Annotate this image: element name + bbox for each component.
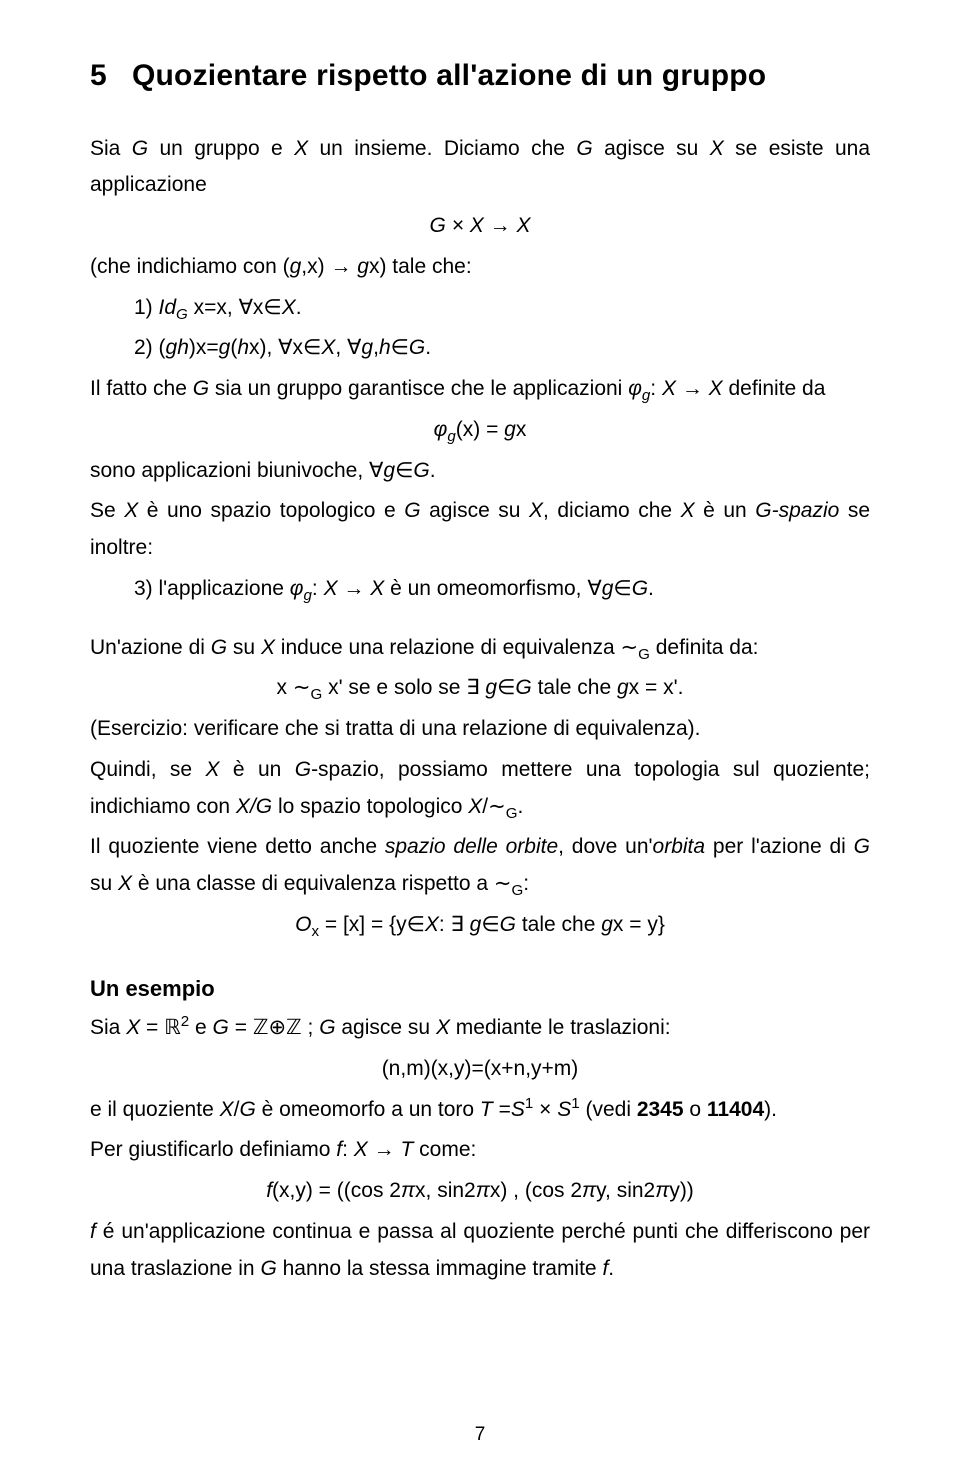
para-quindi: Quindi, se X è un G-spazio, possiamo met…	[90, 752, 870, 826]
page-number: 7	[475, 1418, 486, 1451]
item-1: 1) IdG x=x, ∀x∈X.	[90, 290, 870, 327]
para-indication: (che indichiamo con (g,x) → gx) tale che…	[90, 249, 870, 286]
para-biunivoche: sono applicazioni biunivoche, ∀g∈G.	[90, 453, 870, 490]
para-orbite: Il quoziente viene detto anche spazio de…	[90, 829, 870, 903]
para-garantisce: Il fatto che G sia un gruppo garantisce …	[90, 371, 870, 408]
example-formula1: (n,m)(x,y)=(x+n,y+m)	[90, 1051, 870, 1088]
example-heading: Un esempio	[90, 970, 870, 1009]
formula-equiv: x ∼G x' se e solo se ∃ g∈G tale che gx =…	[90, 670, 870, 707]
item-2: 2) (gh)x=g(hx), ∀x∈X, ∀g,h∈G.	[90, 330, 870, 367]
formula-orbita: Ox = [x] = {y∈X: ∃ g∈G tale che gx = y}	[90, 907, 870, 944]
para-intro: Sia G un gruppo e X un insieme. Diciamo …	[90, 131, 870, 205]
example-line3: Per giustificarlo definiamo f: X → T com…	[90, 1132, 870, 1169]
example-line4: f é un'applicazione continua e passa al …	[90, 1214, 870, 1288]
example-formula2: f(x,y) = ((cos 2πx, sin2πx) , (cos 2πy, …	[90, 1173, 870, 1210]
formula-gxx: G × X → X	[90, 208, 870, 245]
example-line2: e il quoziente X/G è omeomorfo a un toro…	[90, 1092, 870, 1129]
example-line1: Sia X = ℝ2 e G = ℤ⊕ℤ ; G agisce su X med…	[90, 1010, 870, 1047]
formula-phi-gx: φg(x) = gx	[90, 412, 870, 449]
section-number: 5	[90, 50, 132, 103]
para-gspazio: Se X è uno spazio topologico e G agisce …	[90, 493, 870, 567]
para-equivalenza: Un'azione di G su X induce una relazione…	[90, 630, 870, 667]
para-esercizio: (Esercizio: verificare che si tratta di …	[90, 711, 870, 748]
item-3: 3) l'applicazione φg: X → X è un omeomor…	[90, 571, 870, 608]
section-heading: 5Quozientare rispetto all'azione di un g…	[90, 50, 870, 103]
section-title: Quozientare rispetto all'azione di un gr…	[132, 59, 766, 92]
